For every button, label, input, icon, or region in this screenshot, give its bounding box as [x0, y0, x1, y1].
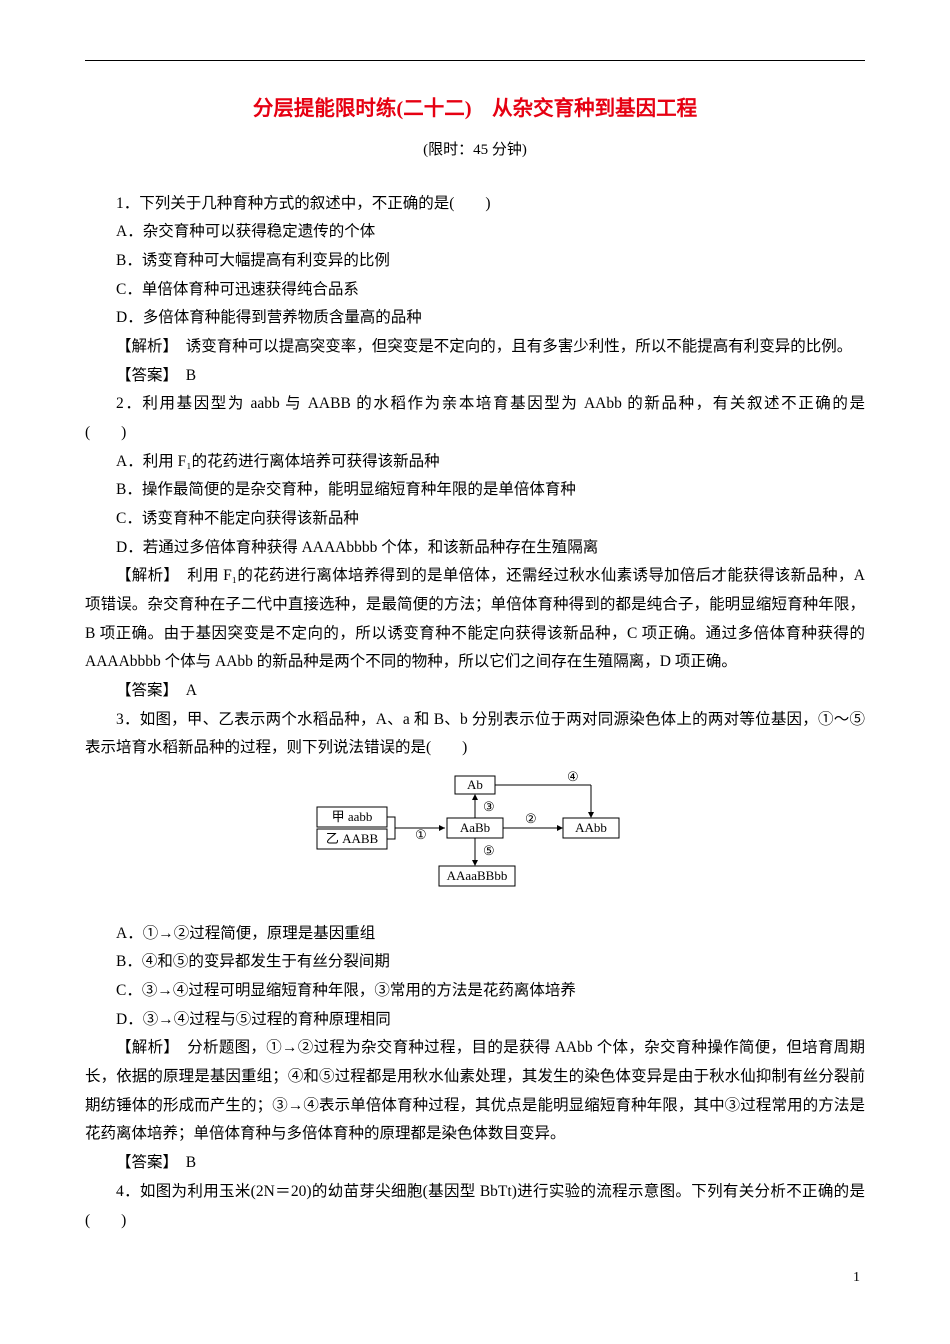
q2-stem: 2．利用基因型为 aabb 与 AABB 的水稻作为亲本培育基因型为 AAbb … [85, 390, 865, 447]
breeding-diagram: 甲 aabb 乙 AABB ① AaBb Ab ③ AAaaBBbb [85, 771, 865, 912]
q1-option-c: C．单倍体育种可迅速获得纯合品系 [85, 276, 865, 305]
q2-answer: 【答案】 A [85, 677, 865, 706]
node-jia-text: 甲 aabb [332, 809, 373, 824]
q2-option-b: B．操作最简便的是杂交育种，能明显缩短育种年限的是单倍体育种 [85, 476, 865, 505]
arrow-3-head [472, 794, 478, 800]
q2-analysis: 【解析】 利用 F₁的花药进行离体培养得到的是单倍体，还需经过秋水仙素诱导加倍后… [85, 562, 865, 677]
circle-4: ④ [567, 771, 579, 784]
q1-option-b: B．诱变育种可大幅提高有利变异的比例 [85, 247, 865, 276]
q1-stem: 1．下列关于几种育种方式的叙述中，不正确的是( ) [85, 190, 865, 219]
node-center-text: AaBb [460, 820, 490, 835]
q1-analysis: 【解析】 诱变育种可以提高突变率，但突变是不定向的，且有多害少利性，所以不能提高… [85, 333, 865, 362]
node-ab-text: Ab [467, 777, 483, 792]
q4-stem: 4．如图为利用玉米(2N＝20)的幼苗芽尖细胞(基因型 BbTt)进行实验的流程… [85, 1178, 865, 1235]
document-subtitle: (限时：45 分钟) [85, 137, 865, 165]
circle-3: ③ [483, 799, 495, 814]
circle-5: ⑤ [483, 843, 495, 858]
arrow-5-head [472, 860, 478, 866]
q3-option-a: A．①→②过程简便，原理是基因重组 [85, 920, 865, 949]
q3-option-c: C．③→④过程可明显缩短育种年限，③常用的方法是花药离体培养 [85, 977, 865, 1006]
q1-option-a: A．杂交育种可以获得稳定遗传的个体 [85, 218, 865, 247]
q1-answer: 【答案】 B [85, 362, 865, 391]
node-right-text: AAbb [575, 820, 607, 835]
q2-option-d: D．若通过多倍体育种获得 AAAAbbbb 个体，和该新品种存在生殖隔离 [85, 534, 865, 563]
q3-answer: 【答案】 B [85, 1149, 865, 1178]
page-number: 1 [85, 1265, 865, 1291]
q3-option-d: D．③→④过程与⑤过程的育种原理相同 [85, 1006, 865, 1035]
node-yi-text: 乙 AABB [326, 831, 379, 846]
q3-option-b: B．④和⑤的变异都发生于有丝分裂间期 [85, 948, 865, 977]
circle-1: ① [415, 827, 427, 842]
top-rule [85, 60, 865, 61]
q3-stem: 3．如图，甲、乙表示两个水稻品种，A、a 和 B、b 分别表示位于两对同源染色体… [85, 706, 865, 763]
q2-option-a: A．利用 F₁的花药进行离体培养可获得该新品种 [85, 448, 865, 477]
q3-analysis: 【解析】 分析题图，①→②过程为杂交育种过程，目的是获得 AAbb 个体，杂交育… [85, 1034, 865, 1149]
node-aaaa-text: AAaaBBbb [447, 868, 508, 883]
q2-option-c: C．诱变育种不能定向获得该新品种 [85, 505, 865, 534]
arrow-4-head [588, 812, 594, 818]
bracket-line [387, 817, 407, 839]
arrow-2-head [557, 825, 563, 831]
document-title: 分层提能限时练(二十二) 从杂交育种到基因工程 [85, 91, 865, 129]
q1-option-d: D．多倍体育种能得到营养物质含量高的品种 [85, 304, 865, 333]
circle-2: ② [525, 811, 537, 826]
arrow-1-head [439, 825, 445, 831]
